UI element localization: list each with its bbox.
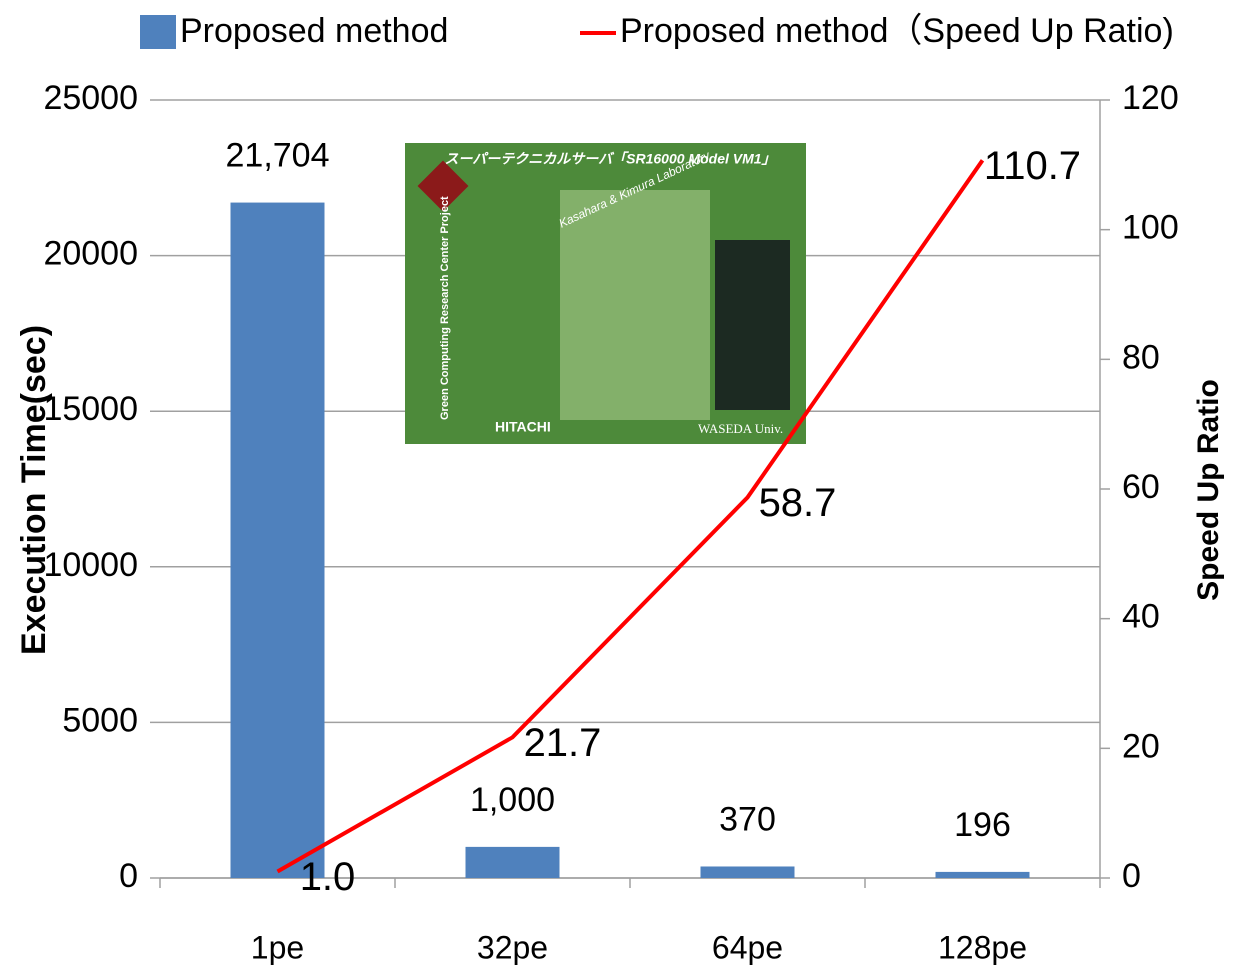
y2-tick-label: 80 <box>1122 338 1160 376</box>
line <box>276 159 985 874</box>
y2-tick-label: 60 <box>1122 468 1160 506</box>
bar-value-label: 1,000 <box>470 781 555 819</box>
y-tick-label: 25000 <box>43 79 138 117</box>
y-tick-label: 10000 <box>43 546 138 584</box>
bar-value-label: 370 <box>719 800 776 838</box>
inset-title: スーパーテクニカルサーバ「SR16000 Model VM1」 <box>444 151 775 167</box>
y2-tick-label: 20 <box>1122 727 1160 765</box>
y2-axis-title: Speed Up Ratio <box>1192 379 1225 601</box>
legend-label: Proposed method <box>180 12 448 50</box>
bar <box>935 871 1030 878</box>
x-tick-label: 64pe <box>712 929 783 965</box>
x-tick-label: 32pe <box>477 929 548 965</box>
bar <box>465 846 560 878</box>
y2-tick-label: 100 <box>1122 209 1179 247</box>
x-tick-label: 1pe <box>251 929 304 965</box>
inset-maker: HITACHI <box>495 419 551 435</box>
y-axis-title: Execution Time(sec) <box>15 325 53 655</box>
inset-server <box>715 240 790 410</box>
inset-diagram <box>560 190 710 420</box>
inset-univ: WASEDA Univ. <box>698 421 783 436</box>
bar <box>700 866 795 878</box>
legend-swatch <box>140 15 176 49</box>
x-tick-label: 128pe <box>938 929 1027 965</box>
y-tick-label: 5000 <box>62 701 138 739</box>
y2-tick-label: 0 <box>1122 857 1141 895</box>
y-tick-label: 15000 <box>43 390 138 428</box>
y2-tick-label: 40 <box>1122 598 1160 636</box>
inset-photo: スーパーテクニカルサーバ「SR16000 Model VM1」 Kasahara… <box>405 143 806 444</box>
line-value-label: 21.7 <box>524 721 602 765</box>
bar <box>230 202 325 878</box>
line-value-label: 58.7 <box>759 481 837 525</box>
line-value-label: 1.0 <box>300 855 356 899</box>
bar-value-label: 196 <box>954 806 1011 844</box>
bar-value-label: 21,704 <box>226 137 330 175</box>
y2-tick-label: 120 <box>1122 79 1179 117</box>
y-tick-label: 20000 <box>43 235 138 273</box>
line-value-label: 110.7 <box>984 144 1081 188</box>
y-tick-label: 0 <box>119 857 138 895</box>
inset-project: Green Computing Research Center Project <box>439 196 451 420</box>
legend-label: Proposed method（Speed Up Ratio) <box>620 12 1174 50</box>
